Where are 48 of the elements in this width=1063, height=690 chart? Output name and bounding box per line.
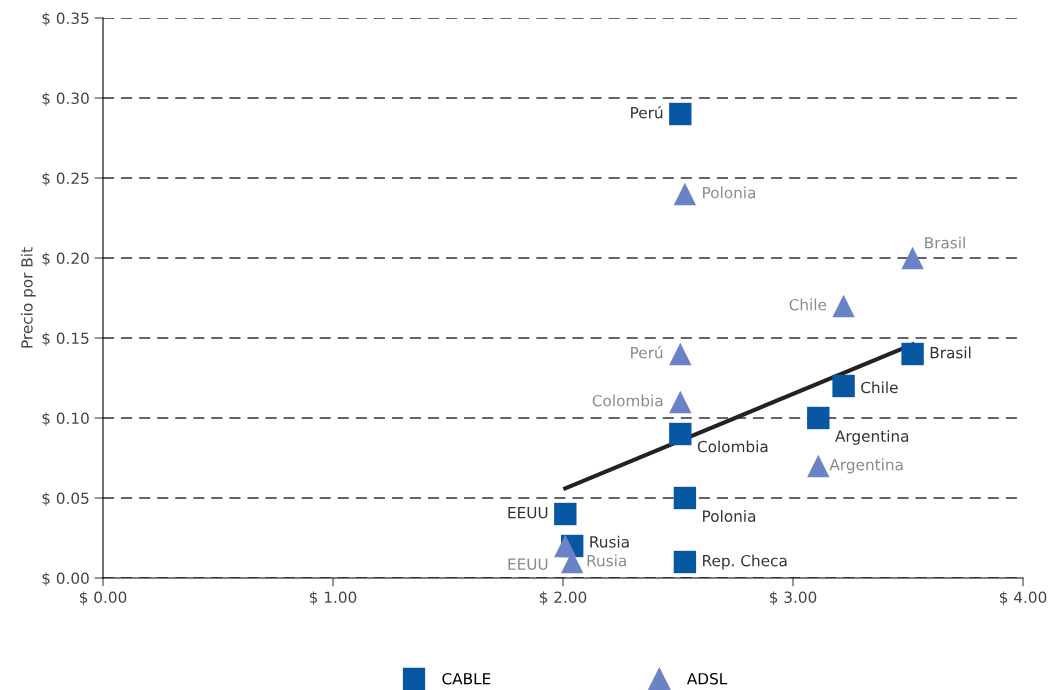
data-label: Brasil — [930, 346, 971, 359]
data-label: Brasil — [925, 236, 965, 249]
data-label: Perú — [631, 346, 663, 359]
data-label: Rusia — [590, 535, 629, 548]
data-label: EEUU — [508, 507, 548, 519]
data-label: Colombia — [697, 440, 768, 453]
x-tick-label: $ 4.00 — [999, 591, 1047, 606]
point — [669, 390, 692, 414]
y-tick-label: $ 0.10 — [42, 412, 89, 427]
data-label: Polonia — [703, 510, 756, 522]
legend-label: CABLE — [442, 672, 491, 685]
data-label: EEUU — [508, 558, 548, 570]
point — [554, 502, 577, 526]
x-tick-label: $ 3.00 — [769, 591, 817, 606]
point — [832, 374, 855, 398]
point — [673, 182, 697, 206]
point — [669, 342, 692, 366]
y-tick-label: $ 0.15 — [42, 332, 89, 347]
data-label: Colombia — [592, 394, 663, 407]
data-label: Argentina — [835, 430, 909, 445]
y-axis-title: Precio por Bit — [20, 247, 36, 348]
data-label: Chile — [861, 381, 898, 394]
point — [669, 422, 692, 446]
data-label: Polonia — [703, 186, 756, 199]
x-tick-label: $ 2.00 — [539, 591, 587, 606]
point — [673, 550, 697, 574]
y-tick-label: $ 0.25 — [42, 172, 89, 187]
point — [807, 454, 830, 478]
legend-label: ADSL — [686, 672, 728, 685]
y-tick-label: $ 0.30 — [42, 92, 89, 107]
data-label: Argentina — [829, 458, 903, 474]
data-label: Chile — [789, 298, 827, 311]
y-tick-label: $ 0.05 — [42, 492, 89, 507]
data-label: Perú — [631, 106, 663, 119]
data-label: Rusia — [587, 554, 626, 567]
point — [673, 486, 697, 510]
y-tick-label: $ 0.00 — [42, 572, 89, 587]
y-tick-label: $ 0.35 — [42, 12, 89, 27]
point — [901, 342, 924, 366]
x-tick-label: $ 0.00 — [79, 591, 127, 606]
data-label: Rep. Checa — [703, 554, 787, 570]
point — [669, 102, 692, 126]
point — [901, 246, 924, 270]
y-tick-label: $ 0.20 — [42, 252, 89, 267]
point — [554, 534, 577, 558]
point — [832, 294, 855, 318]
point — [807, 406, 830, 430]
x-tick-label: $ 1.00 — [309, 591, 357, 606]
